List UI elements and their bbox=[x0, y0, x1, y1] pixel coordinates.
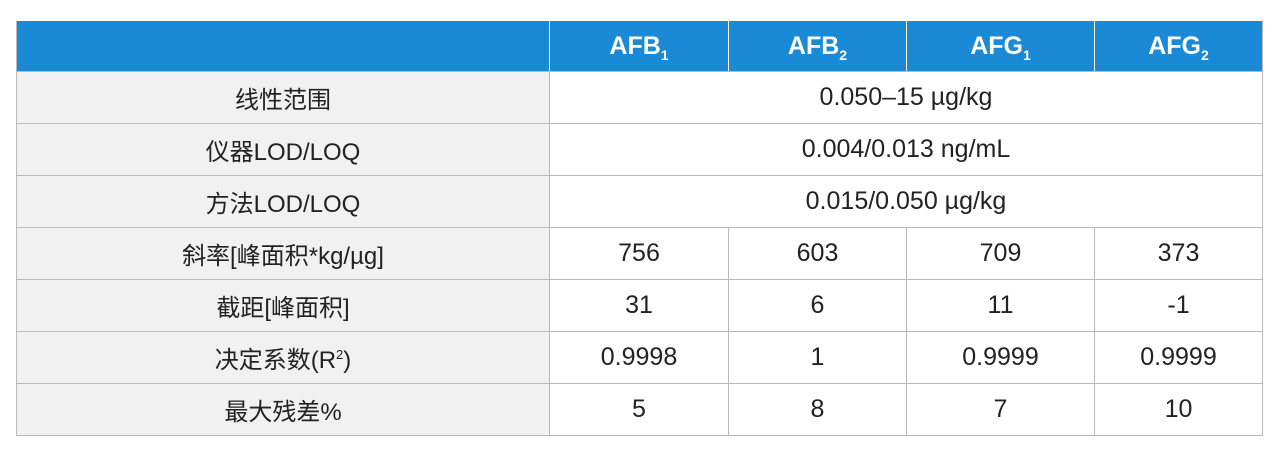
r2-label-pre: 决定系数(R bbox=[214, 347, 337, 374]
row-label-linear-range: 线性范围 bbox=[16, 71, 550, 124]
table-row: 决定系数(R2) 0.9998 1 0.9999 0.9999 bbox=[16, 331, 1263, 384]
row-label-instrument-lod: 仪器LOD/LOQ bbox=[16, 123, 550, 176]
max-residual-afb1: 5 bbox=[549, 383, 729, 436]
header-afg1-sub: 1 bbox=[1022, 46, 1031, 63]
header-afb1-sub: 1 bbox=[660, 46, 669, 63]
r2-afg2: 0.9999 bbox=[1094, 331, 1263, 384]
row-label-slope: 斜率[峰面积*kg/µg] bbox=[16, 227, 550, 280]
table-row: 方法LOD/LOQ 0.015/0.050 µg/kg bbox=[16, 175, 1263, 228]
intercept-afg1: 11 bbox=[906, 279, 1095, 332]
table-row: 最大残差% 5 8 7 10 bbox=[16, 383, 1263, 436]
table-row: 斜率[峰面积*kg/µg] 756 603 709 373 bbox=[16, 227, 1263, 280]
calibration-table: AFB1 AFB2 AFG1 AFG2 线性范围 0.050–15 µg/kg … bbox=[16, 20, 1263, 436]
table-row: 线性范围 0.050–15 µg/kg bbox=[16, 71, 1263, 124]
header-afb2-sub: 2 bbox=[839, 46, 848, 63]
header-afb2-base: AFB bbox=[787, 31, 840, 60]
max-residual-afg2: 10 bbox=[1094, 383, 1263, 436]
table-row: 仪器LOD/LOQ 0.004/0.013 ng/mL bbox=[16, 123, 1263, 176]
max-residual-afg1: 7 bbox=[906, 383, 1095, 436]
intercept-afb1: 31 bbox=[549, 279, 729, 332]
intercept-afg2: -1 bbox=[1094, 279, 1263, 332]
slope-afg1: 709 bbox=[906, 227, 1095, 280]
header-afb1-base: AFB bbox=[609, 31, 661, 60]
row-label-method-lod: 方法LOD/LOQ bbox=[16, 175, 550, 228]
instrument-lod-value: 0.004/0.013 ng/mL bbox=[549, 123, 1263, 176]
row-label-max-residual: 最大残差% bbox=[16, 383, 550, 436]
row-label-r2: 决定系数(R2) bbox=[16, 331, 550, 384]
r2-afb2: 1 bbox=[728, 331, 907, 384]
max-residual-afb2: 8 bbox=[728, 383, 907, 436]
header-afg2: AFG2 bbox=[1094, 20, 1263, 72]
slope-afb1: 756 bbox=[549, 227, 729, 280]
method-lod-value: 0.015/0.050 µg/kg bbox=[549, 175, 1263, 228]
header-afg1-base: AFG bbox=[970, 31, 1023, 60]
r2-label-sup: 2 bbox=[336, 347, 344, 362]
slope-afg2: 373 bbox=[1094, 227, 1263, 280]
header-afb1: AFB1 bbox=[549, 20, 729, 72]
r2-afg1: 0.9999 bbox=[906, 331, 1095, 384]
header-afg1: AFG1 bbox=[906, 20, 1095, 72]
table-row: 截距[峰面积] 31 6 11 -1 bbox=[16, 279, 1263, 332]
header-empty-cell bbox=[16, 20, 550, 72]
r2-label-post: ) bbox=[343, 347, 352, 374]
row-label-intercept: 截距[峰面积] bbox=[16, 279, 550, 332]
linear-range-value: 0.050–15 µg/kg bbox=[549, 71, 1263, 124]
r2-afb1: 0.9998 bbox=[549, 331, 729, 384]
header-afg2-base: AFG bbox=[1148, 31, 1201, 60]
header-row: AFB1 AFB2 AFG1 AFG2 bbox=[16, 20, 1263, 72]
header-afg2-sub: 2 bbox=[1200, 46, 1209, 63]
slope-afb2: 603 bbox=[728, 227, 907, 280]
header-afb2: AFB2 bbox=[728, 20, 907, 72]
intercept-afb2: 6 bbox=[728, 279, 907, 332]
table-container: AFB1 AFB2 AFG1 AFG2 线性范围 0.050–15 µg/kg … bbox=[16, 20, 1263, 436]
